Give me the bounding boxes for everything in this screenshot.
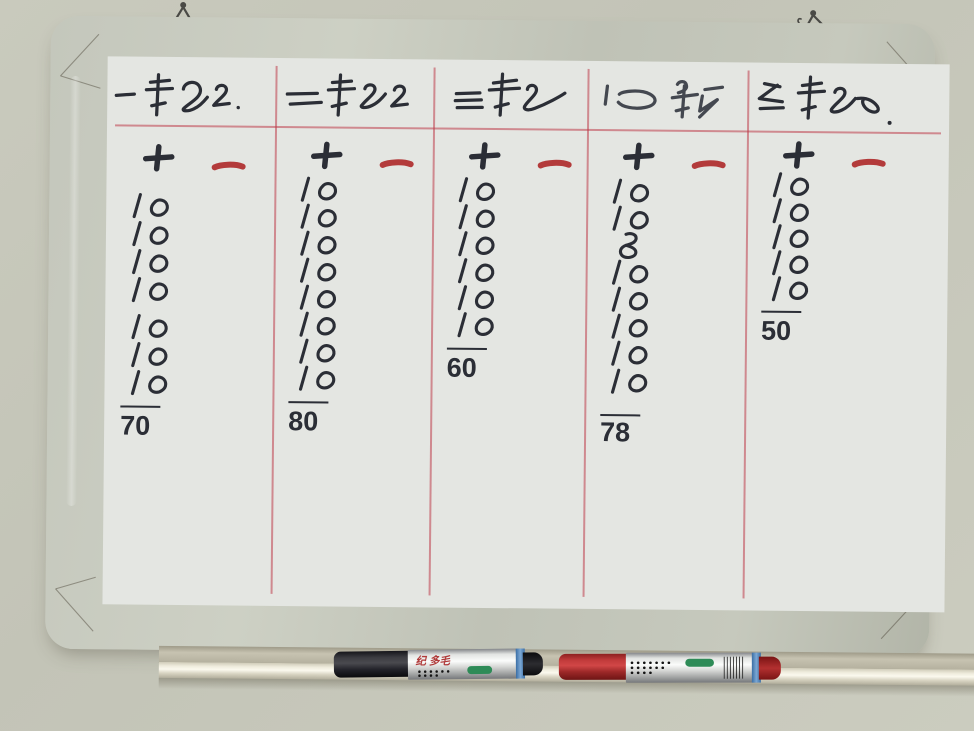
svg-text:纪 多毛: 纪 多毛 bbox=[415, 654, 451, 668]
